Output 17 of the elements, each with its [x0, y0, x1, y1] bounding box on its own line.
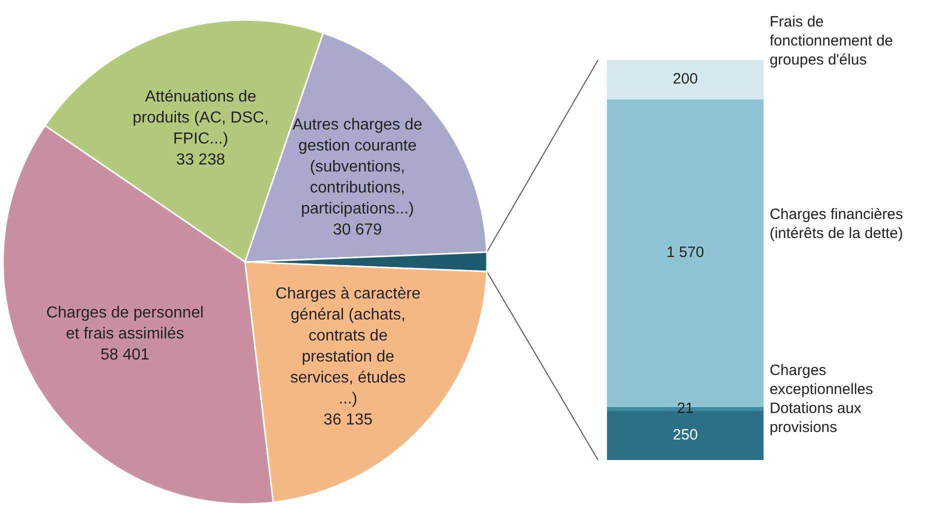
data-label: 200 — [672, 70, 698, 88]
series-label: Frais de fonctionnement de groupes d'élus — [770, 14, 894, 69]
data-label: 58 401 — [100, 346, 150, 364]
data-label: 30 679 — [333, 222, 382, 239]
data-label: 250 — [672, 426, 698, 444]
data-label: 33 238 — [176, 152, 226, 169]
slice-label: Autres charges de gestion courante (subventions, contributions, participations...) — [292, 116, 423, 218]
data-label: 1 570 — [666, 244, 704, 262]
series-label: Charges financières (intérêts de la dette) — [770, 206, 904, 242]
bar — [607, 411, 764, 460]
bar — [607, 60, 764, 100]
data-label: 36 135 — [324, 412, 373, 429]
slice-label: Charges à caractère général (achats, contrats de prestation de services, études ...) — [276, 286, 421, 408]
slice-label: Atténuations de produits (AC, DSC, FPIC...) — [132, 88, 269, 148]
series-label: Charges exceptionnelles — [770, 362, 874, 398]
series-label: Dotations aux provisions — [770, 400, 862, 436]
slice-label: Charges de personnel et frais assimilés — [46, 304, 204, 343]
